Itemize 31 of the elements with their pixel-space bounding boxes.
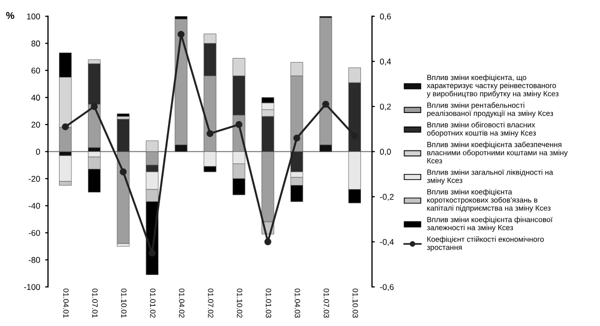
y-tick-label: 80: [31, 40, 40, 46]
point: [264, 238, 272, 246]
y2-tick-label: 0,2: [380, 104, 391, 111]
bar: [59, 155, 72, 182]
point: [120, 168, 127, 176]
bar: [116, 114, 130, 117]
point: [62, 123, 69, 130]
point: [178, 30, 185, 38]
y2-tick-label: 0,0: [380, 148, 391, 156]
y-tick-label: 40: [31, 94, 40, 101]
y2-tick-label: -0,2: [380, 194, 394, 201]
y2-tick-label: -0,6: [380, 284, 394, 291]
y-tick-label: 100: [27, 14, 40, 20]
point: [235, 121, 242, 128]
y2-tick-label: 0,6: [380, 14, 391, 20]
y-tick-label: 0: [36, 148, 40, 155]
y-tick-label: 60: [32, 68, 40, 74]
point: [293, 134, 300, 142]
y-tick-label: -100: [24, 284, 40, 290]
y-axis-title: %: [6, 12, 14, 19]
y2-tick-label: 0,4: [380, 58, 391, 66]
y-tick-label: 20: [32, 122, 40, 128]
point: [148, 250, 156, 257]
y2-tick-label: -0,4: [380, 238, 394, 246]
y-tick-label: -60: [28, 230, 40, 236]
y-tick-label: -40: [28, 202, 40, 209]
y-tick-label: -20: [28, 176, 40, 182]
y-tick-label: -80: [28, 257, 40, 263]
point: [206, 130, 214, 138]
point: [90, 103, 98, 110]
point: [322, 100, 330, 108]
